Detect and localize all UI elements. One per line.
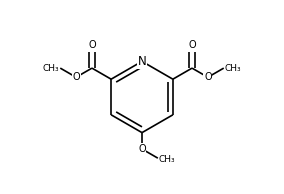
Text: O: O: [188, 40, 196, 50]
Text: CH₃: CH₃: [159, 155, 176, 164]
Text: CH₃: CH₃: [225, 64, 241, 73]
Text: N: N: [138, 55, 146, 68]
Text: O: O: [88, 40, 96, 50]
Text: O: O: [138, 144, 146, 154]
Text: CH₃: CH₃: [43, 64, 59, 73]
Text: O: O: [204, 72, 212, 82]
Text: O: O: [72, 72, 80, 82]
